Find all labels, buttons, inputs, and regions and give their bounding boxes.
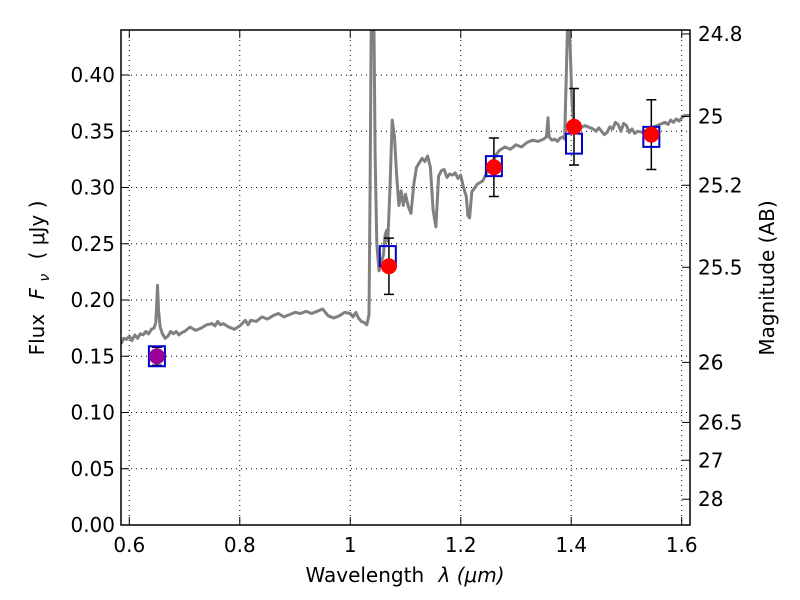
x-tick-label: 1.6	[666, 533, 698, 557]
x-tick-label: 1.2	[445, 533, 477, 557]
x-tick-label: 1	[344, 533, 357, 557]
x-axis-ticks: 0.6 0.8 1 1.2 1.4 1.6	[113, 30, 698, 557]
y-axis-label-text: Flux	[25, 314, 49, 356]
x-tick-label: 1.4	[555, 533, 587, 557]
observed-points	[148, 118, 660, 365]
plot-frame	[120, 29, 691, 526]
y-tick-label: 0.05	[70, 457, 115, 481]
observed-point	[148, 348, 165, 365]
x-tick-label: 0.6	[113, 533, 145, 557]
magnitude-tick-label: 28	[698, 487, 723, 511]
y-tick-label: 0.20	[70, 288, 115, 312]
magnitude-tick-label: 25.2	[698, 173, 743, 197]
x-tick-label: 0.8	[224, 533, 256, 557]
y-axis-label-math: F	[25, 287, 49, 299]
y-tick-label: 0.10	[70, 401, 115, 425]
y-tick-label: 0.35	[70, 119, 115, 143]
y-axis-label-unit: ( μJy )	[25, 201, 49, 260]
magnitude-tick-label: 24.8	[698, 22, 743, 46]
observed-point	[643, 126, 660, 143]
x-axis-label-text: Wavelength	[305, 563, 424, 587]
y-tick-label: 0.25	[70, 232, 115, 256]
plot-area	[121, 30, 690, 368]
x-axis-label-math: λ (μm)	[438, 563, 505, 587]
x-axis-label: Wavelength λ (μm)	[305, 563, 504, 587]
right-axis-label: Magnitude (AB)	[755, 200, 779, 355]
observed-point	[485, 159, 502, 176]
y-axis-ticks: 0.00 0.05 0.10 0.15 0.20 0.25 0.30 0.35 0.40	[70, 63, 129, 537]
y-tick-label: 0.00	[70, 513, 115, 537]
y-axis-label-subscript: ν	[37, 274, 53, 282]
magnitude-tick-label: 25.5	[698, 255, 743, 279]
magnitude-axis-ticks: 24.8 25 25.2 25.5 26 26.5 27 28	[682, 22, 743, 511]
y-axis-label: Flux F ν ( μJy )	[25, 201, 54, 356]
magnitude-tick-label: 25	[698, 105, 723, 129]
y-tick-label: 0.15	[70, 344, 115, 368]
model-band-square	[484, 155, 503, 178]
magnitude-tick-label: 26.5	[698, 410, 743, 434]
observed-point	[565, 118, 582, 135]
observed-point	[380, 258, 397, 275]
magnitude-tick-label: 27	[698, 448, 723, 472]
spectrum-line	[121, 30, 690, 345]
plot-background	[121, 30, 690, 525]
y-tick-label: 0.40	[70, 63, 115, 87]
magnitude-tick-label: 26	[698, 350, 723, 374]
y-tick-label: 0.30	[70, 176, 115, 200]
